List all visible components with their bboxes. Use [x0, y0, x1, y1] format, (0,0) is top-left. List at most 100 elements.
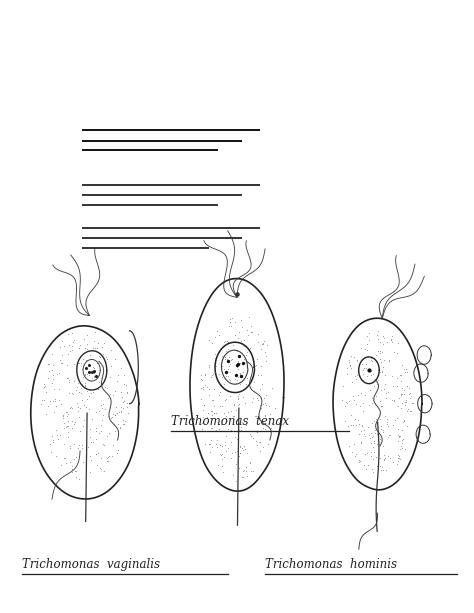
Point: [49, 431, 56, 441]
Point: [70, 376, 78, 386]
Point: [358, 422, 366, 432]
Point: [102, 352, 110, 362]
Point: [358, 420, 366, 430]
Point: [118, 402, 125, 412]
Point: [91, 343, 99, 352]
Point: [387, 334, 395, 344]
Point: [343, 369, 350, 379]
Point: [367, 428, 374, 438]
Point: [80, 415, 88, 425]
Point: [210, 408, 218, 418]
Point: [74, 359, 82, 368]
Point: [117, 363, 124, 373]
Point: [403, 395, 410, 405]
Point: [373, 440, 381, 449]
Point: [382, 411, 389, 421]
Point: [352, 414, 359, 424]
Point: [346, 441, 353, 451]
Point: [374, 422, 382, 432]
Point: [77, 388, 84, 398]
Point: [91, 373, 98, 383]
Point: [228, 354, 236, 364]
Point: [398, 425, 405, 435]
Point: [381, 356, 388, 365]
Point: [361, 432, 369, 441]
Point: [384, 432, 392, 442]
Point: [90, 366, 98, 376]
Point: [338, 395, 346, 405]
Point: [377, 424, 384, 433]
Point: [90, 363, 98, 373]
Point: [350, 352, 357, 362]
Point: [371, 419, 379, 428]
Point: [258, 339, 265, 349]
Point: [65, 340, 73, 350]
Point: [259, 340, 266, 349]
Point: [352, 371, 359, 381]
Point: [120, 370, 128, 379]
Point: [63, 459, 70, 468]
Point: [264, 439, 272, 449]
Point: [218, 402, 225, 411]
Point: [60, 440, 68, 449]
Point: [51, 395, 58, 405]
Point: [58, 358, 66, 368]
Point: [221, 354, 228, 364]
Point: [87, 436, 95, 446]
Point: [230, 411, 237, 421]
Point: [235, 357, 242, 367]
Point: [208, 442, 216, 452]
Point: [261, 348, 269, 357]
Point: [42, 409, 50, 419]
Point: [56, 342, 64, 352]
Point: [200, 412, 207, 422]
Point: [64, 433, 72, 443]
Point: [218, 454, 225, 463]
Point: [201, 380, 209, 390]
Point: [79, 379, 86, 389]
Point: [374, 375, 382, 385]
Point: [94, 338, 102, 348]
Point: [198, 375, 206, 384]
Point: [401, 400, 409, 409]
Point: [364, 460, 372, 470]
Point: [92, 423, 100, 433]
Point: [253, 394, 260, 403]
Point: [81, 360, 88, 370]
Point: [233, 457, 240, 466]
Point: [71, 417, 79, 427]
Point: [399, 443, 406, 452]
Point: [262, 356, 270, 366]
Point: [221, 436, 229, 446]
Point: [100, 439, 107, 449]
Point: [360, 425, 368, 435]
Point: [95, 406, 102, 416]
Point: [213, 361, 220, 371]
Point: [93, 358, 100, 368]
Point: [399, 398, 406, 408]
Point: [111, 410, 118, 420]
Point: [210, 384, 218, 394]
Point: [255, 370, 262, 379]
Point: [247, 321, 255, 331]
Point: [220, 364, 228, 374]
Point: [258, 414, 265, 424]
Point: [119, 397, 127, 406]
Point: [233, 360, 240, 370]
Point: [243, 471, 251, 481]
Point: [86, 425, 94, 435]
Point: [241, 354, 248, 364]
Point: [94, 343, 101, 353]
Point: [220, 337, 228, 347]
Point: [379, 362, 387, 371]
Point: [265, 417, 273, 427]
Point: [235, 452, 243, 462]
Point: [97, 426, 105, 436]
Point: [360, 430, 368, 440]
Point: [257, 361, 265, 371]
Point: [70, 335, 78, 345]
Point: [237, 369, 244, 379]
Point: [60, 341, 67, 351]
Point: [117, 407, 125, 417]
Point: [261, 411, 269, 421]
